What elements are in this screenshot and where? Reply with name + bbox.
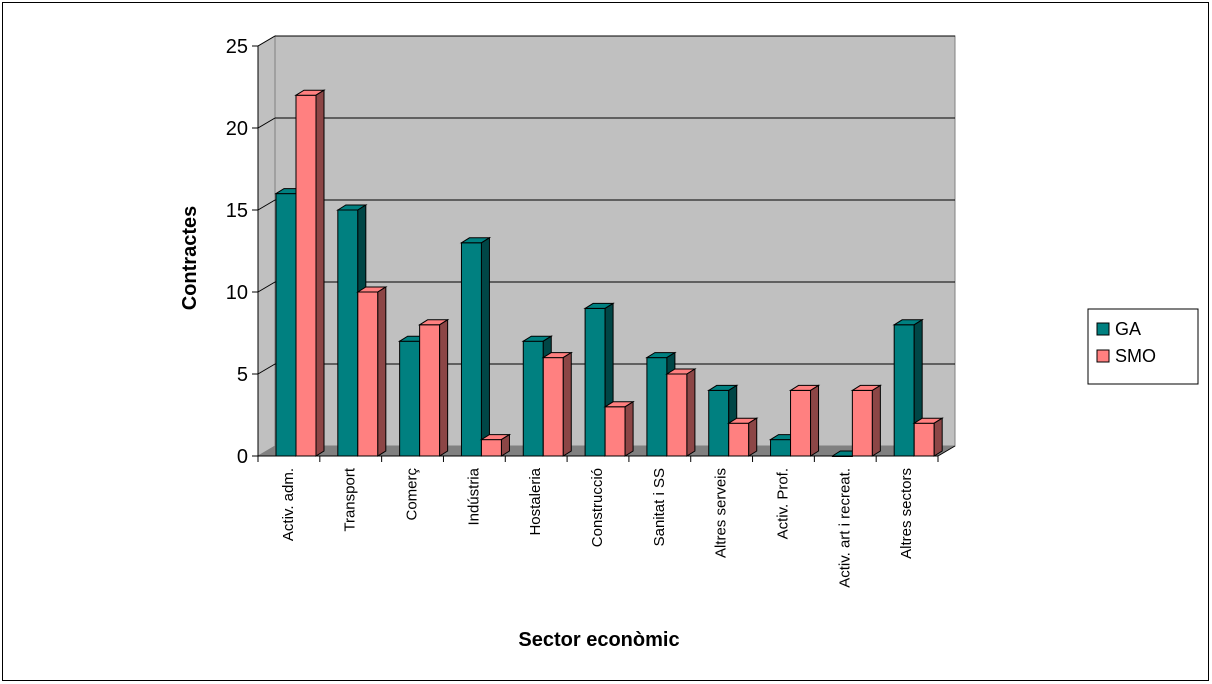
bar-smo (850, 384, 883, 457)
bar-front (357, 291, 379, 457)
bar-front (604, 406, 626, 457)
bar-smo (788, 384, 821, 457)
y-tick-label: 5 (237, 364, 248, 386)
bar-front (770, 439, 792, 457)
bar-front (522, 340, 544, 457)
x-tick-label: Indústria (465, 467, 482, 525)
x-tick-label: Activ. adm. (280, 468, 297, 541)
bar-side (624, 400, 634, 457)
bar-smo (294, 89, 326, 457)
y-tick-label: 10 (226, 282, 248, 304)
bar-front (708, 389, 730, 457)
bar-smo (417, 318, 450, 457)
bar-smo (603, 400, 635, 457)
bar-front (728, 422, 750, 457)
x-tick-label: Transport (342, 467, 359, 531)
bar-front (666, 373, 688, 457)
y-tick-label: 0 (237, 446, 248, 468)
bar-front (295, 94, 317, 457)
bar-front (275, 193, 297, 457)
y-axis-label: Contractes (179, 206, 201, 310)
y-tick-label: 15 (226, 200, 248, 222)
x-tick-label: Hostaleria (527, 467, 544, 535)
bar-smo (479, 433, 512, 457)
gridline-side (257, 117, 276, 129)
bar-side (810, 384, 820, 457)
x-tick-label: Altres sectors (898, 468, 915, 559)
gridlines (257, 35, 955, 375)
bar-side (377, 286, 387, 457)
gridline-side (257, 199, 276, 211)
bar-side (871, 384, 881, 457)
plot-area (257, 35, 956, 457)
bar-ga (459, 236, 492, 457)
bar-front (913, 422, 935, 457)
x-axis-label: Sector econòmic (518, 629, 679, 651)
gridline-side (257, 35, 276, 47)
legend-label-smo: SMO (1115, 346, 1156, 366)
tick-labels: 0 5 10 15 20 25 Activ. adm. Transport Comerç Indú… (226, 36, 915, 588)
bar-front (893, 324, 915, 457)
bar-front (399, 340, 421, 457)
legend-swatch-ga (1096, 322, 1110, 336)
bar-smo (726, 417, 759, 457)
bar-front (851, 389, 873, 457)
bar-smo (356, 286, 388, 457)
bar-side (686, 368, 696, 457)
bars (274, 89, 944, 457)
bar-front (480, 439, 502, 457)
bar-side (500, 433, 510, 457)
side-wall (257, 35, 276, 457)
y-tick-label: 20 (226, 118, 248, 140)
y-tick-label: 25 (226, 36, 248, 58)
bar-front (337, 209, 359, 457)
x-tick-label: Comerç (404, 468, 421, 521)
bar-front (584, 307, 606, 457)
x-tick-label: Sanitat i SS (651, 468, 668, 546)
x-tick-label: Activ. art i recreat. (836, 468, 853, 588)
bar-side (562, 351, 572, 457)
bar-front (790, 389, 812, 457)
bar-side (439, 318, 449, 457)
x-tick-label: Activ. Prof. (774, 468, 791, 539)
bar-side (480, 236, 490, 457)
legend: GA SMO (1087, 308, 1199, 385)
bar-front (542, 357, 564, 457)
bar-front (460, 242, 482, 457)
gridline-side (257, 281, 276, 293)
x-axis-end (937, 445, 956, 457)
bar-front (646, 357, 668, 457)
bar-smo (665, 368, 697, 457)
x-tick-label: Altres serveis (713, 468, 730, 558)
legend-label-ga: GA (1115, 319, 1141, 339)
bar-side (315, 89, 325, 457)
bar-side (748, 417, 758, 457)
back-wall (274, 35, 956, 447)
bar-smo (541, 351, 574, 457)
bar-chart: 0 5 10 15 20 25 Activ. adm. Transport Comerç Indú… (179, 35, 1199, 651)
bar-side (933, 417, 943, 457)
gridline-side (257, 363, 276, 375)
bar-front (419, 324, 441, 457)
bar-smo (912, 417, 944, 457)
legend-swatch-smo (1096, 349, 1110, 363)
x-tick-label: Construcció (589, 468, 606, 547)
